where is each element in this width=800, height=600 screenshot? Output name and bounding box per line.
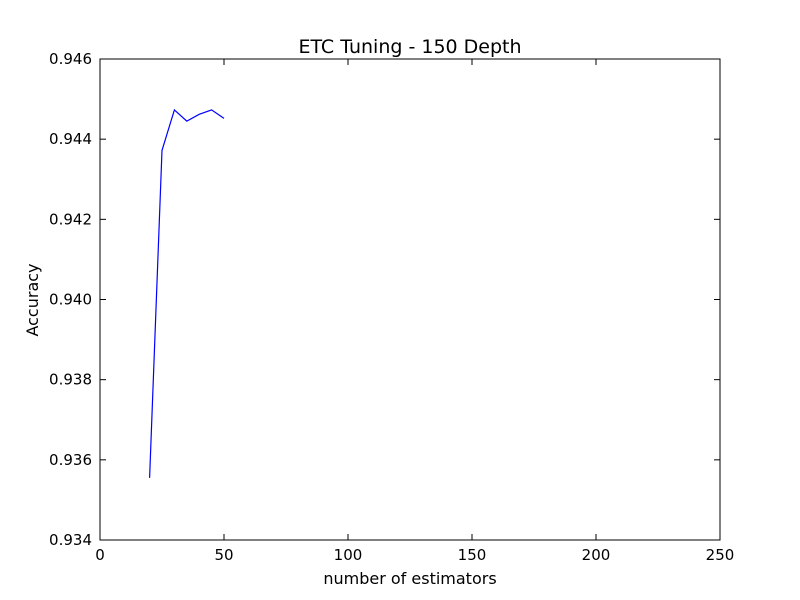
x-tick-label: 200 [582, 546, 611, 564]
y-tick-label: 0.940 [49, 291, 92, 309]
y-tick-label: 0.938 [49, 371, 92, 389]
y-tick-label: 0.942 [49, 210, 92, 228]
y-tick-label: 0.934 [49, 531, 92, 549]
y-axis-label: Accuracy [23, 263, 42, 336]
x-tick-label: 150 [458, 546, 487, 564]
x-axis-label: number of estimators [323, 569, 496, 588]
chart-title: ETC Tuning - 150 Depth [298, 36, 521, 58]
x-tick-label: 0 [95, 546, 105, 564]
x-tick-label: 50 [214, 546, 233, 564]
y-tick-label: 0.944 [49, 130, 92, 148]
series-line-0 [149, 108, 225, 478]
y-tick-label: 0.936 [49, 451, 92, 469]
plot-area: 0 50 100 150 200 250 0.934 0.936 0.938 0.940 0.942… [49, 50, 734, 564]
y-tick-label: 0.946 [49, 50, 92, 68]
x-tick-label: 100 [334, 546, 363, 564]
x-tick-label: 250 [706, 546, 735, 564]
